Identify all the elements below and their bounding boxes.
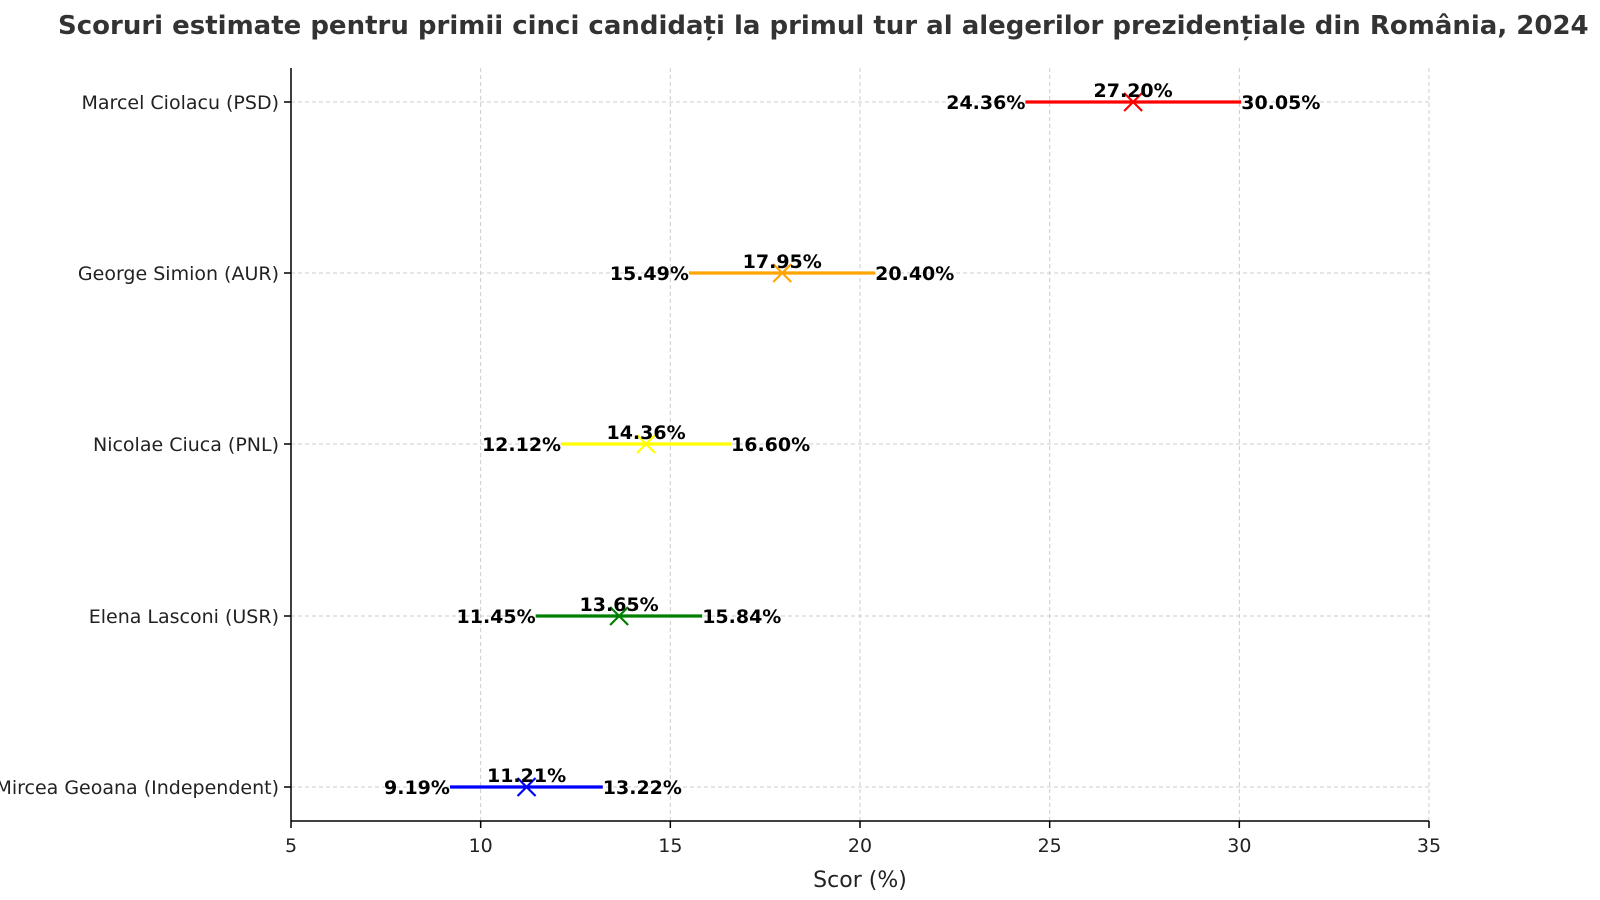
marks-layer: 24.36% 30.05% 27.20% 15.49% 20.40% 17.95% 12.1… bbox=[384, 80, 1320, 799]
low-value-label-3: 11.45% bbox=[457, 606, 536, 628]
estimate-marker-stroke-b-1 bbox=[772, 263, 793, 283]
high-value-label-0: 30.05% bbox=[1241, 92, 1320, 114]
candidate-range-0: 24.36% 30.05% 27.20% bbox=[946, 80, 1320, 114]
y-tick-label-1: George Simion (AUR) bbox=[78, 263, 279, 285]
x-tick-label-15: 15 bbox=[658, 835, 682, 857]
estimate-marker-4 bbox=[516, 777, 537, 797]
candidate-range-4: 9.19% 13.22% 11.21% bbox=[384, 765, 682, 799]
x-tick-label-5: 5 bbox=[285, 835, 297, 857]
y-tick-label-4: Mircea Geoana (Independent) bbox=[0, 777, 279, 799]
estimate-marker-3 bbox=[609, 606, 629, 626]
high-value-label-1: 20.40% bbox=[875, 263, 954, 285]
estimate-value-label-3: 13.65% bbox=[580, 594, 659, 616]
y-tick-label-2: Nicolae Ciuca (PNL) bbox=[93, 434, 279, 456]
axes-layer: 5 10 15 20 25 30 35 Marcel Ciolacu (PSD) George … bbox=[0, 68, 1441, 857]
estimate-marker-stroke-b-3 bbox=[609, 606, 629, 626]
high-value-label-2: 16.60% bbox=[731, 434, 810, 456]
candidate-range-3: 11.45% 15.84% 13.65% bbox=[457, 594, 782, 628]
low-value-label-0: 24.36% bbox=[946, 92, 1025, 114]
y-tick-label-3: Elena Lasconi (USR) bbox=[89, 606, 279, 628]
chart-title: Scoruri estimate pentru primii cinci can… bbox=[58, 11, 1589, 41]
low-value-label-4: 9.19% bbox=[384, 777, 450, 799]
estimate-value-label-2: 14.36% bbox=[606, 422, 685, 444]
estimate-marker-stroke-b-4 bbox=[516, 777, 537, 797]
candidate-range-2: 12.12% 16.60% 14.36% bbox=[482, 422, 810, 456]
x-tick-label-30: 30 bbox=[1227, 835, 1251, 857]
estimate-marker-stroke-b-2 bbox=[636, 434, 656, 454]
x-tick-label-20: 20 bbox=[848, 835, 872, 857]
high-value-label-4: 13.22% bbox=[603, 777, 682, 799]
estimate-marker-2 bbox=[636, 434, 656, 454]
estimate-value-label-0: 27.20% bbox=[1094, 80, 1173, 102]
estimate-marker-0 bbox=[1123, 92, 1143, 112]
y-tick-label-0: Marcel Ciolacu (PSD) bbox=[82, 92, 279, 114]
candidate-range-1: 15.49% 20.40% 17.95% bbox=[610, 251, 955, 285]
x-tick-label-25: 25 bbox=[1038, 835, 1062, 857]
low-value-label-2: 12.12% bbox=[482, 434, 561, 456]
x-axis-label: Scor (%) bbox=[813, 868, 907, 893]
estimate-value-label-1: 17.95% bbox=[743, 251, 822, 273]
high-value-label-3: 15.84% bbox=[702, 606, 781, 628]
grid-layer bbox=[290, 68, 1430, 821]
x-tick-label-10: 10 bbox=[469, 835, 493, 857]
estimate-marker-1 bbox=[772, 263, 793, 283]
low-value-label-1: 15.49% bbox=[610, 263, 689, 285]
estimate-marker-stroke-b-0 bbox=[1123, 92, 1143, 112]
estimate-value-label-4: 11.21% bbox=[487, 765, 566, 787]
x-tick-label-35: 35 bbox=[1417, 835, 1441, 857]
